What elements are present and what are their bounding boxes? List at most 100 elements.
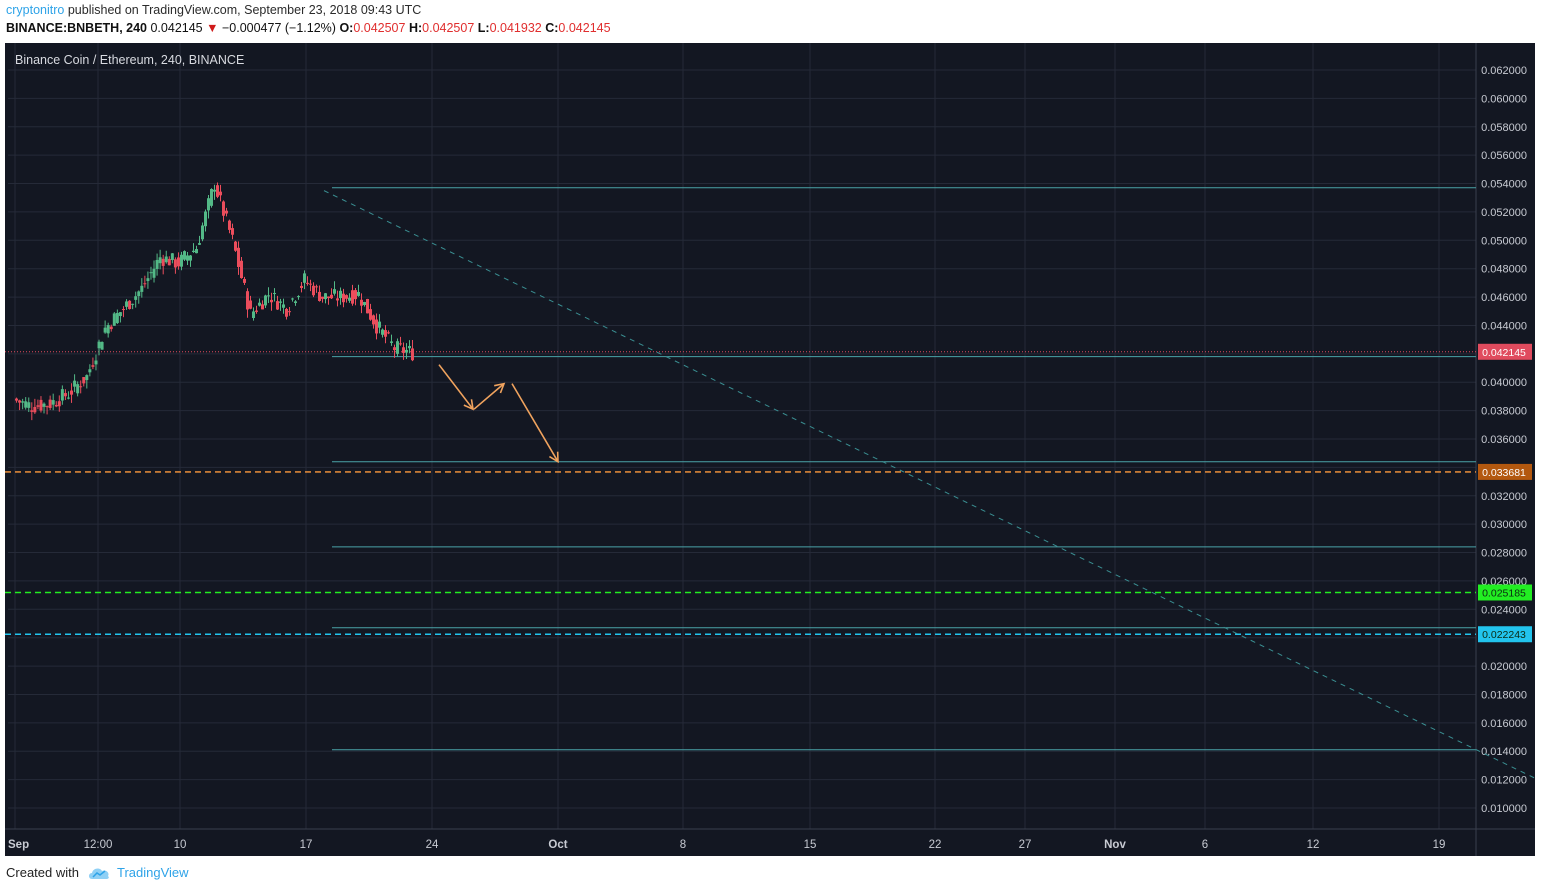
candle-body	[106, 325, 110, 334]
projection-arrow-head	[463, 399, 475, 411]
candle-body	[140, 285, 144, 292]
candle-body	[161, 258, 165, 266]
y-tick-label: 0.032000	[1481, 491, 1527, 503]
y-tick-label: 0.054000	[1481, 179, 1527, 191]
candle-body	[306, 282, 309, 284]
down-triangle-icon: ▼	[206, 21, 219, 35]
y-tick-label: 0.038000	[1481, 406, 1527, 418]
candle-body	[103, 327, 107, 333]
y-tick-label: 0.048000	[1481, 264, 1527, 276]
candle-body	[21, 401, 25, 403]
candle-body	[345, 295, 348, 299]
candle-body	[100, 341, 104, 350]
candle-body	[357, 291, 360, 296]
candle-body	[118, 312, 122, 317]
high-label: H:	[408, 21, 423, 35]
grid	[8, 43, 1476, 829]
candle-body	[125, 301, 129, 307]
x-tick-label: 17	[300, 839, 313, 851]
candle-body	[45, 406, 49, 408]
y-tick-label: 0.056000	[1481, 150, 1527, 162]
candle-body	[155, 259, 159, 269]
candle-body	[131, 303, 135, 305]
candle-body	[94, 360, 98, 365]
candle-body	[291, 298, 294, 300]
open-label: O:	[339, 21, 354, 35]
footer: Created with TradingView	[6, 865, 189, 880]
candle-body	[312, 285, 315, 296]
chart-title: Binance Coin / Ethereum, 240, BINANCE	[15, 53, 244, 67]
candle-body	[82, 377, 86, 384]
candle-body	[18, 400, 22, 403]
y-tick-label: 0.050000	[1481, 235, 1527, 247]
y-tick-label: 0.030000	[1481, 519, 1527, 531]
y-tick-label: 0.020000	[1481, 661, 1527, 673]
candle-body	[164, 256, 168, 263]
x-tick-label: 8	[680, 839, 686, 851]
candle-body	[201, 225, 204, 240]
candle-body	[167, 258, 171, 266]
candle-body	[288, 311, 291, 313]
candle-body	[378, 321, 381, 328]
x-tick-label: 22	[929, 839, 942, 851]
candle-body	[252, 311, 255, 319]
candle-body	[297, 296, 300, 298]
x-tick-label: 19	[1433, 839, 1446, 851]
candle-body	[363, 302, 366, 306]
candle-body	[128, 300, 132, 310]
ohlc-bar: BINANCE:BNBETH, 240 0.042145 ▼ −0.000477…	[6, 21, 611, 35]
candle-body	[225, 210, 228, 214]
candle-body	[279, 301, 282, 303]
candle-body	[192, 250, 195, 253]
level-badge-label: 0.042145	[1482, 347, 1526, 359]
candle-body	[321, 296, 324, 299]
candle-body	[170, 253, 174, 261]
candle-body	[375, 319, 378, 334]
candle-body	[158, 257, 162, 264]
candle-body	[60, 389, 64, 401]
candle-body	[73, 380, 77, 387]
candle-body	[285, 308, 288, 317]
candle-body	[173, 259, 177, 268]
projection-arrows	[438, 364, 559, 464]
candle-body	[294, 301, 297, 304]
candle-body	[216, 185, 219, 197]
author-link[interactable]: cryptonitro	[6, 3, 65, 17]
candle-body	[234, 241, 237, 251]
candle-body	[336, 298, 339, 301]
candle-body	[48, 399, 52, 408]
candle-body	[324, 293, 327, 300]
y-tick-label: 0.018000	[1481, 689, 1527, 701]
candle-body	[222, 201, 225, 216]
candle-body	[213, 189, 216, 192]
candle-body	[309, 283, 312, 285]
y-tick-label: 0.040000	[1481, 377, 1527, 389]
candle-body	[152, 268, 156, 278]
chart-panel[interactable]: Binance Coin / Ethereum, 240, BINANCE 0.0…	[5, 43, 1535, 856]
y-tick-label: 0.052000	[1481, 207, 1527, 219]
candle-body	[210, 189, 213, 206]
level-badge-label: 0.033681	[1482, 467, 1526, 479]
candle-body	[372, 315, 375, 325]
candle-body	[88, 369, 92, 373]
price-chart[interactable]: Binance Coin / Ethereum, 240, BINANCE 0.0…	[5, 43, 1535, 856]
tradingview-link[interactable]: TradingView	[116, 865, 189, 880]
projection-arrow	[511, 383, 559, 463]
candle-body	[243, 278, 246, 283]
candle-body	[109, 326, 113, 330]
x-tick-label: Nov	[1104, 839, 1126, 851]
projection-arrow-head	[494, 382, 506, 394]
candle-body	[351, 290, 354, 304]
x-tick-label: Sep	[8, 839, 29, 851]
candle-body	[330, 294, 333, 299]
candle-body	[411, 348, 414, 361]
publish-info: cryptonitro published on TradingView.com…	[6, 3, 421, 17]
y-tick-label: 0.046000	[1481, 292, 1527, 304]
low-value: 0.041932	[489, 21, 542, 35]
y-tick-label: 0.058000	[1481, 122, 1527, 134]
candle-body	[315, 286, 318, 288]
candle-body	[180, 254, 183, 267]
candle-body	[70, 390, 74, 395]
close-label: C:	[545, 21, 559, 35]
candle-body	[231, 228, 234, 235]
